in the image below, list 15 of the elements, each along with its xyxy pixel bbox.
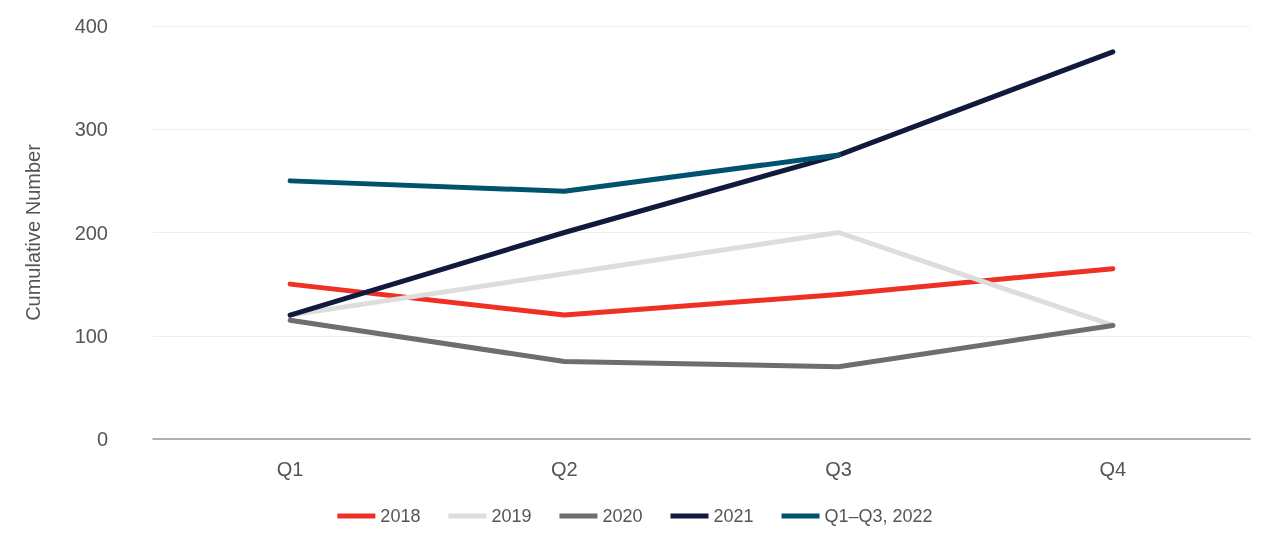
y-tick-label: 300 xyxy=(74,118,108,141)
x-tick-label: Q1 xyxy=(276,458,304,480)
legend-label: 2019 xyxy=(491,506,532,526)
x-tick-label: Q3 xyxy=(825,458,852,480)
legend-label: Q1–Q3, 2022 xyxy=(824,506,933,526)
x-tick-label: Q4 xyxy=(1099,458,1127,480)
y-axis-title: Cumulative Number xyxy=(22,143,44,321)
legend-label: 2018 xyxy=(380,506,421,526)
y-tick-label: 0 xyxy=(96,428,108,450)
y-tick-label: 400 xyxy=(74,15,108,37)
x-tick-label: Q2 xyxy=(551,458,578,480)
y-tick-label: 100 xyxy=(74,324,108,347)
legend-label: 2021 xyxy=(713,506,754,526)
legend-label: 2020 xyxy=(602,506,643,526)
y-tick-label: 200 xyxy=(74,221,108,244)
